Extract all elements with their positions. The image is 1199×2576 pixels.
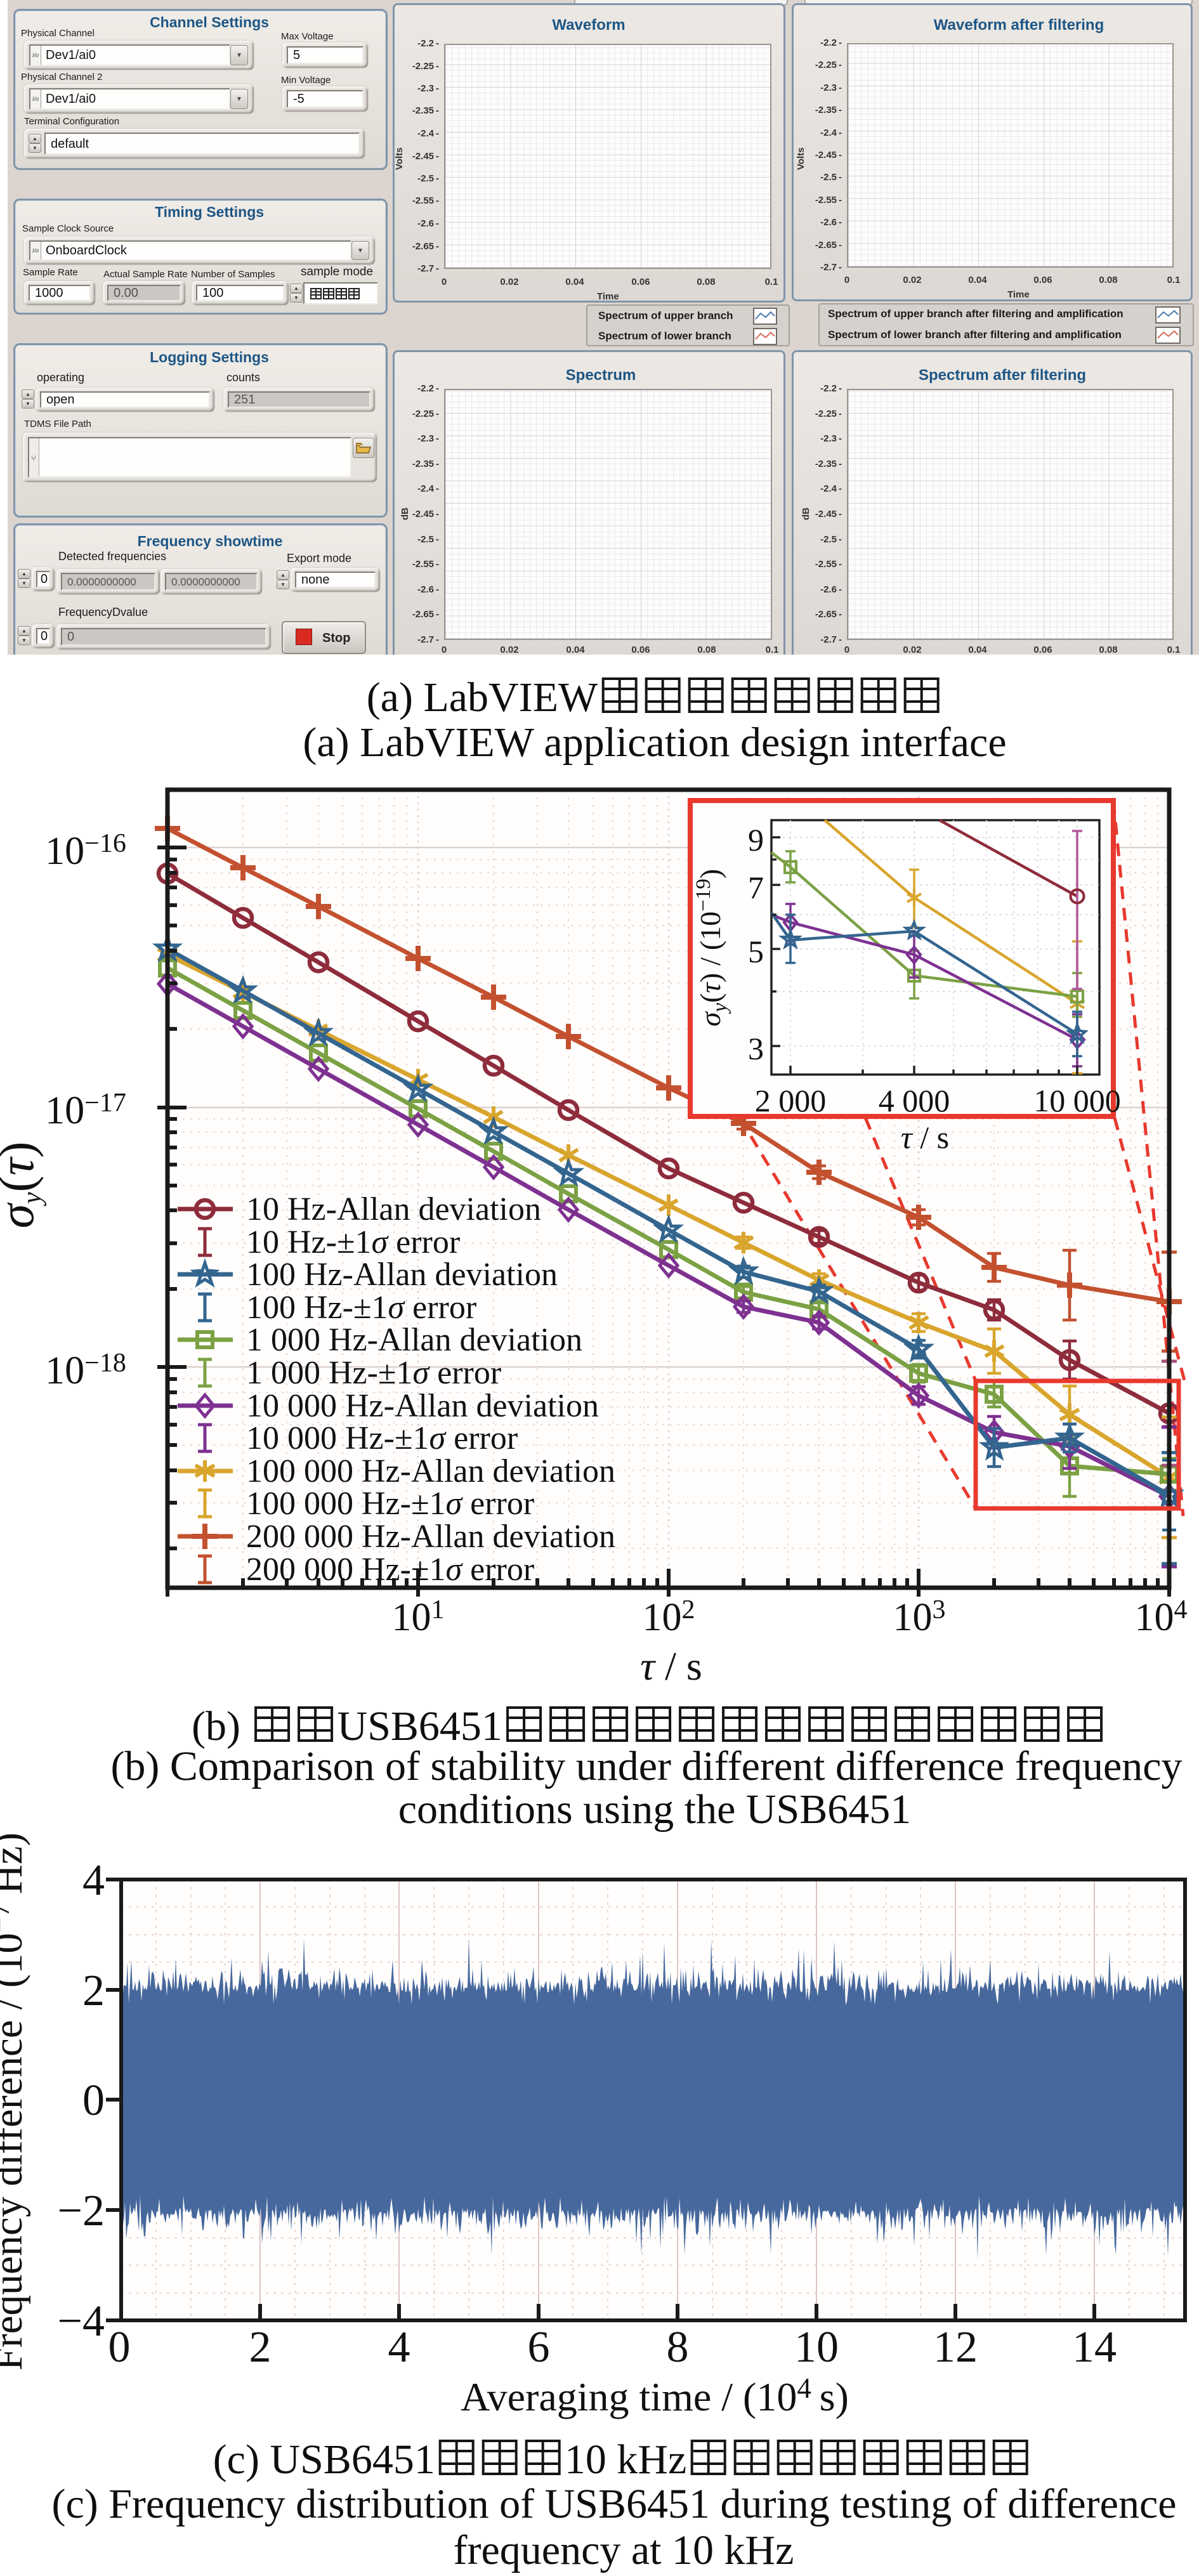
- svg-text:−4: −4: [58, 2297, 105, 2346]
- svg-text:103: 103: [893, 1595, 946, 1639]
- svg-text:2: 2: [249, 2323, 272, 2372]
- svg-text:4: 4: [82, 1856, 105, 1905]
- svg-text:100 000 Hz-Allan deviation: 100 000 Hz-Allan deviation: [246, 1453, 615, 1489]
- svg-text:6: 6: [528, 2323, 550, 2372]
- svg-text:100 Hz-Allan deviation: 100 Hz-Allan deviation: [246, 1257, 558, 1293]
- svg-text:2: 2: [82, 1966, 105, 2015]
- svg-text:9: 9: [748, 822, 764, 858]
- svg-text:200 000 Hz-±1σ error: 200 000 Hz-±1σ error: [246, 1552, 534, 1588]
- svg-text:10 000: 10 000: [1033, 1083, 1121, 1118]
- svg-text:101: 101: [392, 1595, 445, 1639]
- svg-text:0: 0: [108, 2323, 131, 2372]
- svg-text:1 000 Hz-±1σ error: 1 000 Hz-±1σ error: [246, 1355, 501, 1391]
- svg-text:14: 14: [1072, 2323, 1117, 2372]
- svg-text:3: 3: [748, 1031, 764, 1066]
- svg-text:102: 102: [643, 1595, 695, 1639]
- svg-text:4 000: 4 000: [879, 1083, 950, 1118]
- svg-text:7: 7: [748, 870, 764, 905]
- svg-text:τ / s: τ / s: [640, 1644, 702, 1689]
- svg-text:10 000 Hz-Allan deviation: 10 000 Hz-Allan deviation: [246, 1388, 599, 1424]
- svg-text:σy(τ) / (10−19): σy(τ) / (10−19): [692, 869, 731, 1027]
- svg-text:1 000 Hz-Allan deviation: 1 000 Hz-Allan deviation: [246, 1322, 582, 1358]
- svg-text:10 Hz-±1σ error: 10 Hz-±1σ error: [246, 1224, 460, 1260]
- svg-text:8: 8: [667, 2323, 689, 2372]
- svg-text:10 000 Hz-±1σ error: 10 000 Hz-±1σ error: [246, 1420, 518, 1456]
- svg-text:104: 104: [1135, 1595, 1188, 1639]
- svg-text:0: 0: [82, 2076, 105, 2125]
- svg-text:τ / s: τ / s: [901, 1120, 949, 1155]
- svg-text:200 000 Hz-Allan deviation: 200 000 Hz-Allan deviation: [246, 1519, 615, 1555]
- svg-text:Averaging time / (104 s): Averaging time / (104 s): [461, 2372, 849, 2419]
- svg-text:2 000: 2 000: [755, 1083, 827, 1118]
- svg-text:4: 4: [388, 2323, 410, 2372]
- svg-text:10: 10: [794, 2323, 839, 2372]
- svg-text:100 000 Hz-±1σ error: 100 000 Hz-±1σ error: [246, 1486, 534, 1522]
- svg-text:10 Hz-Allan deviation: 10 Hz-Allan deviation: [246, 1191, 541, 1227]
- svg-text:10−18: 10−18: [45, 1349, 126, 1392]
- svg-text:10−16: 10−16: [45, 829, 126, 873]
- svg-text:σy(τ): σy(τ): [0, 1141, 47, 1228]
- svg-text:5: 5: [748, 934, 764, 969]
- svg-text:10−17: 10−17: [45, 1089, 126, 1132]
- svg-text:Frequency difference / (10−7 H: Frequency difference / (10−7 Hz): [0, 1833, 31, 2370]
- svg-text:100 Hz-±1σ error: 100 Hz-±1σ error: [246, 1290, 476, 1326]
- svg-text:−2: −2: [58, 2187, 105, 2235]
- svg-text:12: 12: [933, 2323, 978, 2372]
